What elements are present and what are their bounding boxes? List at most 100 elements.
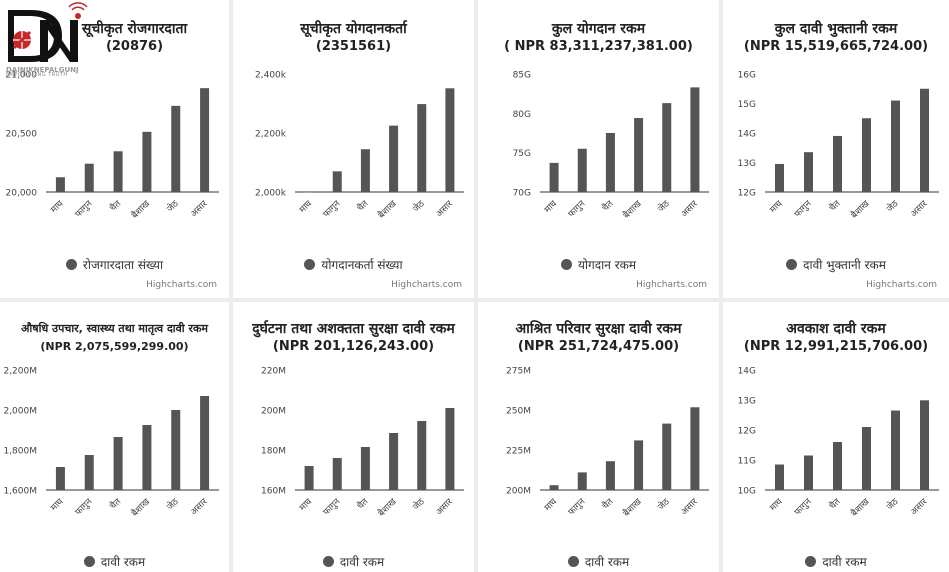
bar (891, 100, 900, 192)
bar (775, 163, 784, 192)
bar-chart: 70G 75G 80G 85G माघ फागुन चैत बैशाख जेठ असार (513, 71, 709, 221)
bar (634, 118, 644, 192)
x-tick-label: बैशाख (129, 495, 153, 519)
bar (360, 149, 370, 192)
legend-item[interactable]: दावी रकम (723, 553, 949, 570)
x-tick-label: बैशाख (620, 495, 644, 519)
bar (862, 118, 871, 192)
x-tick-label: असार (680, 497, 701, 518)
y-tick-label: 160M (261, 487, 286, 497)
bar (84, 455, 94, 490)
chart-title: औषधि उपचार, स्वास्थ्य तथा मातृत्व दावी र… (0, 320, 229, 356)
legend-item[interactable]: योगदानकर्ता संख्या (233, 256, 474, 273)
legend-item[interactable]: योगदान रकम (478, 256, 719, 273)
y-tick-label: 12G (738, 189, 756, 199)
bar (804, 455, 813, 490)
bar-chart: 12G 13G 14G 15G 16G माघ फागुन चैत बैशाख जेठ असार (738, 71, 939, 221)
x-tick-label: माघ (543, 497, 560, 514)
bar (690, 87, 700, 192)
x-tick-label: चैत (599, 197, 616, 214)
x-tick-label: बैशाख (375, 495, 399, 519)
bar-chart: 200M 225M 250M 275M माघ फागुन चैत बैशाख जेठ असार (506, 367, 709, 519)
y-tick-label: 21,000 (6, 71, 38, 81)
chart-title-line2: (NPR 15,519,665,724.00) (743, 39, 929, 54)
y-tick-label: 16G (738, 71, 756, 81)
chart-title-line2: (20876) (105, 39, 164, 54)
chart-title-line1: आश्रित परिवार सुरक्षा दावी रकम (515, 321, 682, 337)
bar (113, 151, 123, 192)
x-tick-label: असार (435, 199, 456, 220)
x-tick-label: चैत (826, 495, 843, 512)
legend-label: दावी रकम (339, 555, 385, 569)
legend-item[interactable]: दावी रकम (0, 553, 229, 570)
bar (605, 461, 615, 490)
y-tick-label: 2,000k (255, 189, 287, 199)
x-tick-label: असार (909, 497, 930, 518)
x-tick-label: जेठ (655, 495, 672, 512)
x-tick-label: बैशाख (848, 495, 872, 519)
y-tick-label: 250M (506, 407, 531, 417)
credits-link[interactable]: Highcharts.com (636, 280, 707, 290)
chart-title: अवकाश दावी रकम (NPR 12,991,215,706.00) (723, 320, 949, 356)
x-tick-label: फागुन (322, 198, 343, 219)
bar (891, 410, 900, 490)
legend-item[interactable]: दावी भुक्तानी रकम (723, 256, 949, 273)
bar (833, 442, 842, 490)
legend-marker (304, 259, 316, 270)
chart-title-line2: ( NPR 83,311,237,381.00) (504, 39, 693, 54)
credits-link[interactable]: Highcharts.com (866, 280, 937, 290)
bar (775, 464, 784, 490)
bar-chart: 1,600M 1,800M 2,000M 2,200M माघ फागुन चैत बैशाख… (3, 367, 219, 519)
chart-card-contribution-amount: कुल योगदान रकम ( NPR 83,311,237,381.00) … (478, 0, 719, 298)
bar-chart: 20,000 20,500 21,000 माघ फागुन चैत बैशाख जेठ असा… (6, 71, 219, 221)
chart-title-line1: सूचीकृत योगदानकर्ता (300, 21, 407, 37)
chart-title-line1: अवकाश दावी रकम (786, 321, 886, 337)
x-tick-label: असार (435, 497, 456, 518)
y-tick-label: 1,800M (3, 447, 37, 457)
x-tick-label: फागुन (793, 496, 814, 517)
legend-label: दावी भुक्तानी रकम (803, 258, 886, 272)
y-tick-label: 200M (261, 407, 286, 417)
x-tick-label: बैशाख (848, 197, 872, 221)
legend-item[interactable]: रोजगारदाता संख्या (0, 256, 229, 273)
x-tick-label: असार (189, 497, 210, 518)
x-tick-label: फागुन (567, 198, 588, 219)
y-tick-label: 14G (738, 367, 756, 377)
chart-card-employers: सूचीकृत रोजगारदाता (20876) 20,000 20,500 2… (0, 0, 229, 298)
legend-item[interactable]: दावी रकम (233, 553, 474, 570)
y-tick-label: 2,200M (3, 367, 37, 377)
x-tick-label: माघ (49, 199, 66, 216)
legend-label: योगदान रकम (577, 258, 637, 272)
chart-title: कुल दावी भुक्तानी रकम (NPR 15,519,665,72… (723, 20, 949, 56)
y-tick-label: 20,000 (6, 189, 38, 199)
y-tick-label: 275M (506, 367, 531, 377)
bar (142, 425, 152, 490)
x-tick-label: जेठ (410, 495, 427, 512)
chart-title-line2: (NPR 201,126,243.00) (272, 339, 435, 354)
credits-link[interactable]: Highcharts.com (146, 280, 217, 290)
bar (389, 433, 399, 490)
y-tick-label: 70G (513, 189, 531, 199)
y-tick-label: 2,000M (3, 407, 37, 417)
x-tick-label: जेठ (164, 495, 181, 512)
bar (577, 148, 587, 192)
chart-title-line2: (NPR 2,075,599,299.00) (40, 340, 189, 353)
x-tick-label: जेठ (884, 197, 901, 214)
chart-card-retirement-claims: अवकाश दावी रकम (NPR 12,991,215,706.00) 1… (723, 302, 949, 572)
legend-item[interactable]: दावी रकम (478, 553, 719, 570)
chart-title-line1: दुर्घटना तथा अशक्तता सुरक्षा दावी रकम (252, 321, 455, 337)
y-tick-label: 200M (506, 487, 531, 497)
x-tick-label: माघ (768, 497, 785, 514)
legend-marker (805, 556, 817, 567)
bar (200, 396, 210, 490)
legend-label: दावी रकम (822, 555, 867, 569)
legend-marker (65, 259, 77, 270)
bar (605, 133, 615, 192)
credits-link[interactable]: Highcharts.com (391, 280, 462, 290)
y-tick-label: 2,400k (255, 71, 287, 81)
x-tick-label: माघ (298, 497, 315, 514)
x-tick-label: चैत (354, 495, 371, 512)
legend-marker (786, 259, 798, 270)
site-logo[interactable]: DAINIKNEPALGUNJ EMPOWERING TRUTH (0, 0, 100, 80)
y-tick-label: 180M (261, 447, 286, 457)
